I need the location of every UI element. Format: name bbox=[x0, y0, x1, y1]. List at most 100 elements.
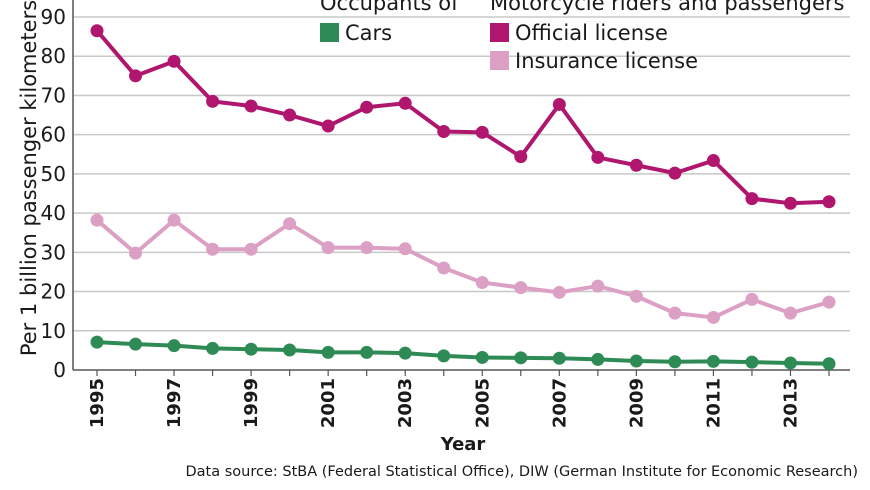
data-point-insurance-license bbox=[437, 261, 451, 275]
data-point-insurance-license bbox=[591, 279, 605, 293]
data-point-insurance-license bbox=[283, 217, 297, 231]
x-axis-ticks: 1995 1997 1999 2001 2003 2005 2007 2009 2011 2013 bbox=[87, 370, 830, 428]
y-tick-label: 50 bbox=[41, 162, 66, 186]
data-point-cars bbox=[206, 341, 220, 355]
data-point-insurance-license bbox=[552, 285, 566, 299]
y-tick-label: 60 bbox=[41, 123, 66, 147]
data-point-cars bbox=[514, 351, 528, 365]
data-point-cars bbox=[475, 350, 489, 364]
y-axis-ticks: 0 10 20 30 40 50 60 70 80 90 bbox=[41, 5, 66, 382]
x-tick-label: 2001 bbox=[318, 378, 339, 428]
data-point-cars bbox=[90, 335, 104, 349]
legend-label-cars: Cars bbox=[345, 21, 392, 45]
data-point-insurance-license bbox=[321, 241, 335, 255]
legend: Occupants of Motorcycle riders and passe… bbox=[320, 0, 844, 73]
x-tick-label: 2009 bbox=[626, 378, 647, 428]
y-tick-label: 0 bbox=[53, 358, 66, 382]
x-tick-label: 2011 bbox=[703, 378, 724, 428]
data-point-insurance-license bbox=[629, 289, 643, 303]
data-point-insurance-license bbox=[783, 306, 797, 320]
data-point-insurance-license bbox=[398, 242, 412, 256]
data-point-insurance-license bbox=[822, 295, 836, 309]
data-point-insurance-license bbox=[90, 213, 104, 227]
data-point-official-license bbox=[629, 158, 643, 172]
data-point-insurance-license bbox=[706, 310, 720, 324]
data-point-insurance-license bbox=[167, 213, 181, 227]
data-point-cars bbox=[783, 356, 797, 370]
x-tick-label: 2007 bbox=[549, 378, 570, 428]
y-tick-label: 10 bbox=[41, 319, 66, 343]
series-lines bbox=[90, 24, 836, 371]
x-tick-label: 2003 bbox=[395, 378, 416, 428]
data-point-cars bbox=[437, 349, 451, 363]
x-tick-label: 1999 bbox=[241, 378, 262, 428]
x-tick-label: 1997 bbox=[164, 378, 185, 428]
data-point-official-license bbox=[552, 97, 566, 111]
x-tick-label: 2005 bbox=[472, 378, 493, 428]
legend-label-insurance-license: Insurance license bbox=[515, 49, 698, 73]
data-point-cars bbox=[552, 351, 566, 365]
y-tick-label: 90 bbox=[41, 5, 66, 29]
legend-swatch-official bbox=[490, 23, 509, 42]
data-point-cars bbox=[822, 357, 836, 371]
data-point-official-license bbox=[167, 54, 181, 68]
series-cars bbox=[90, 335, 836, 371]
data-point-cars bbox=[706, 354, 720, 368]
data-point-official-license bbox=[321, 119, 335, 133]
legend-group-title-motorcycle: Motorcycle riders and passengers bbox=[490, 0, 844, 15]
data-source-note: Data source: StBA (Federal Statistical O… bbox=[186, 464, 859, 480]
legend-swatch-cars bbox=[320, 23, 339, 42]
data-point-official-license bbox=[206, 94, 220, 108]
data-point-official-license bbox=[591, 150, 605, 164]
data-point-cars bbox=[129, 337, 143, 351]
data-point-official-license bbox=[783, 196, 797, 210]
data-point-official-license bbox=[283, 108, 297, 122]
data-point-official-license bbox=[514, 150, 528, 164]
y-tick-label: 40 bbox=[41, 201, 66, 225]
data-point-cars bbox=[167, 339, 181, 353]
y-axis-label: Per 1 billion passenger kilometers bbox=[17, 0, 41, 356]
legend-group-title-occupants: Occupants of bbox=[320, 0, 459, 15]
series-insurance-license bbox=[90, 213, 836, 324]
data-point-official-license bbox=[668, 166, 682, 180]
data-point-cars bbox=[321, 345, 335, 359]
data-point-official-license bbox=[822, 195, 836, 209]
data-point-insurance-license bbox=[206, 242, 220, 256]
x-tick-label: 2013 bbox=[780, 378, 801, 428]
y-tick-label: 70 bbox=[41, 83, 66, 107]
legend-swatch-insurance bbox=[490, 51, 509, 70]
data-point-cars bbox=[591, 352, 605, 366]
data-point-official-license bbox=[475, 125, 489, 139]
data-point-cars bbox=[629, 354, 643, 368]
data-point-official-license bbox=[90, 24, 104, 38]
data-point-cars bbox=[283, 343, 297, 357]
data-point-cars bbox=[360, 345, 374, 359]
data-point-insurance-license bbox=[514, 281, 528, 295]
data-point-cars bbox=[745, 355, 759, 369]
data-point-cars bbox=[668, 355, 682, 369]
axes bbox=[72, 0, 850, 371]
data-point-official-license bbox=[745, 192, 759, 206]
data-point-official-license bbox=[398, 96, 412, 110]
data-point-cars bbox=[398, 346, 412, 360]
data-point-official-license bbox=[706, 154, 720, 168]
series-official-license bbox=[90, 24, 836, 210]
y-tick-label: 80 bbox=[41, 44, 66, 68]
data-point-insurance-license bbox=[360, 241, 374, 255]
data-point-official-license bbox=[244, 99, 258, 113]
data-point-insurance-license bbox=[745, 292, 759, 306]
y-tick-label: 20 bbox=[41, 280, 66, 304]
data-point-official-license bbox=[129, 69, 143, 83]
data-point-insurance-license bbox=[475, 276, 489, 290]
legend-label-official-license: Official license bbox=[515, 21, 668, 45]
x-axis-label: Year bbox=[440, 434, 486, 455]
y-tick-label: 30 bbox=[41, 240, 66, 264]
data-point-cars bbox=[244, 342, 258, 356]
data-point-insurance-license bbox=[244, 242, 258, 256]
x-tick-label: 1995 bbox=[87, 378, 108, 428]
data-point-insurance-license bbox=[129, 246, 143, 260]
grid-lines bbox=[73, 16, 850, 332]
series-line-insurance-license bbox=[95, 218, 831, 320]
data-point-official-license bbox=[437, 125, 451, 139]
